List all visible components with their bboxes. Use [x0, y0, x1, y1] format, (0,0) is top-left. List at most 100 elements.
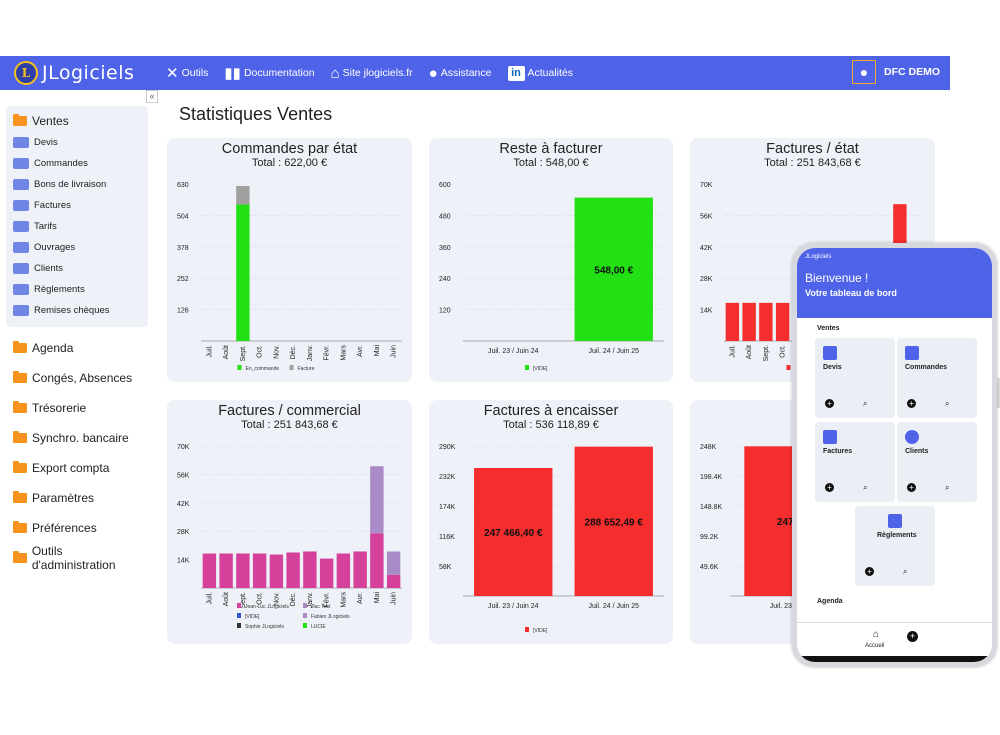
chart-svg: 290K 232K 174K 116K 58K 247 466,40 € Juil. 23 …: [439, 444, 664, 634]
folder-icon: [13, 461, 27, 473]
nav-assistance[interactable]: ● Assistance: [429, 65, 492, 82]
sidebar-item-remises-cheques[interactable]: Remises chèques: [13, 300, 142, 321]
phone-tile-devis[interactable]: Devis + ⌕: [815, 338, 895, 418]
app-logo[interactable]: L JLogiciels: [14, 61, 166, 85]
phone-section-agenda: Agenda: [817, 598, 843, 605]
x-tick-label: Juil. 24 / Juin 25: [588, 348, 639, 355]
legend-label: [VIDE]: [533, 628, 548, 634]
sidebar-item-ventes[interactable]: Ventes: [13, 110, 142, 132]
nav-site[interactable]: ⌂ Site jlogiciels.fr: [331, 65, 413, 82]
x-tick-label: Oct.: [780, 345, 787, 358]
y-tick-label: 14K: [700, 308, 713, 315]
y-tick-label: 232K: [439, 474, 456, 481]
collapse-sidebar-button[interactable]: «: [146, 90, 158, 103]
x-tick-label: Mai: [374, 345, 381, 357]
sidebar-item-conges[interactable]: Congés, Absences: [6, 363, 148, 393]
sidebar-item-preferences[interactable]: Préférences: [6, 513, 148, 543]
nav-outils[interactable]: ✕ Outils: [166, 64, 208, 82]
sidebar-item-bons-livraison[interactable]: Bons de livraison: [13, 174, 142, 195]
legend-label: Fabien JLogiciels: [311, 614, 350, 620]
sidebar-item-tresorerie[interactable]: Trésorerie: [6, 393, 148, 423]
add-icon[interactable]: +: [907, 399, 916, 408]
phone-tile-reglements[interactable]: Règlements + ⌕: [855, 506, 935, 586]
chart-card-factures-encaisser: Factures à encaisser Total : 536 118,89 …: [429, 400, 673, 644]
sidebar-item-clients[interactable]: Clients: [13, 258, 142, 279]
folder-icon: [13, 341, 27, 353]
y-tick-label: 56K: [700, 213, 713, 220]
sidebar-item-export[interactable]: Export compta: [6, 453, 148, 483]
sidebar-item-ouvrages[interactable]: Ouvrages: [13, 237, 142, 258]
search-icon[interactable]: ⌕: [863, 483, 868, 492]
x-tick-label: Août: [223, 592, 230, 606]
x-tick-label: Févr.: [324, 345, 331, 361]
ventes-menu: Ventes Devis Commandes Bons de livraison…: [6, 106, 148, 327]
bar: [319, 558, 334, 588]
legend-label: LUCIE: [311, 624, 326, 630]
nav-documentation[interactable]: ▮▮ Documentation: [224, 64, 314, 82]
x-tick-label: Mars: [340, 592, 347, 608]
sidebar-item-agenda[interactable]: Agenda: [6, 333, 148, 363]
nav-outils-label: Outils: [181, 67, 209, 79]
price-icon: [13, 221, 29, 232]
sidebar-item-outils-admin[interactable]: Outils d'administration: [6, 543, 148, 573]
sidebar-item-tarifs[interactable]: Tarifs: [13, 216, 142, 237]
y-tick-label: 14K: [177, 558, 190, 565]
sidebar-item-label: Devis: [34, 137, 58, 148]
x-tick-label: Juil.: [206, 592, 213, 605]
sidebar-item-devis[interactable]: Devis: [13, 132, 142, 153]
book-icon: ▮▮: [224, 65, 241, 82]
add-icon[interactable]: +: [825, 399, 834, 408]
phone-footer: ⌂ Accueil +: [797, 622, 992, 662]
chart-svg: 70K 56K 42K 28K 14K Juil. Août Sept. Oct. Nov. Déc…: [177, 444, 402, 630]
y-tick-label: 198.4K: [700, 474, 723, 481]
search-icon[interactable]: ⌕: [945, 483, 950, 492]
phone-screen: JLogiciels Bienvenue ! Votre tableau de …: [797, 248, 992, 662]
chart-card-commandes: Commandes par état Total : 622,00 € 630 5…: [167, 138, 412, 382]
y-tick-label: 290K: [439, 444, 456, 451]
phone-tile-commandes[interactable]: Commandes + ⌕: [897, 338, 977, 418]
sidebar-item-label: Bons de livraison: [34, 179, 107, 190]
home-icon[interactable]: ⌂: [873, 629, 880, 640]
chart-subtitle: Total : 622,00 €: [251, 157, 328, 169]
sidebar-item-factures[interactable]: Factures: [13, 195, 142, 216]
add-icon[interactable]: +: [865, 567, 874, 576]
y-tick-label: 70K: [177, 444, 190, 451]
legend-swatch: [289, 365, 294, 370]
y-tick-label: 248K: [700, 444, 717, 451]
y-tick-label: 480: [439, 213, 451, 220]
bar: [202, 553, 217, 588]
data-label: 247 466,40 €: [484, 528, 543, 539]
sidebar-item-reglements[interactable]: Règlements: [13, 279, 142, 300]
add-icon[interactable]: +: [907, 483, 916, 492]
y-tick-label: 504: [177, 213, 189, 220]
search-icon[interactable]: ⌕: [945, 399, 950, 408]
home-icon: ⌂: [330, 64, 340, 82]
sidebar-item-synchro[interactable]: Synchro. bancaire: [6, 423, 148, 453]
phone-tile-factures[interactable]: Factures + ⌕: [815, 422, 895, 502]
legend-label: Jluc Test: [311, 604, 331, 610]
bar: [474, 468, 553, 596]
x-tick-label: Janv.: [307, 345, 314, 361]
add-icon[interactable]: +: [825, 483, 834, 492]
folder-icon: [13, 551, 27, 563]
sidebar-item-label: Règlements: [34, 284, 85, 295]
nav-actualites[interactable]: in Actualités: [507, 65, 573, 81]
x-tick-label: Août: [746, 345, 753, 359]
sidebar-item-label: Tarifs: [34, 221, 57, 232]
x-tick-label: Sept.: [240, 345, 247, 361]
search-icon[interactable]: ⌕: [863, 399, 868, 408]
user-menu[interactable]: ● DFC DEMO: [852, 60, 940, 84]
sidebar-item-parametres[interactable]: Paramètres: [6, 483, 148, 513]
sidebar-item-commandes[interactable]: Commandes: [13, 153, 142, 174]
bar: [725, 302, 740, 341]
folder-icon: [13, 491, 27, 503]
tile-label: Règlements: [877, 532, 917, 539]
phone-tile-clients[interactable]: Clients + ⌕: [897, 422, 977, 502]
phone-footer-home[interactable]: Accueil: [865, 643, 885, 649]
sidebar-item-label: Congés, Absences: [32, 371, 133, 385]
sidebar-item-label: Export compta: [32, 461, 110, 475]
phone-side-button: [997, 378, 1000, 408]
search-icon[interactable]: ⌕: [903, 567, 908, 576]
nav-assistance-label: Assistance: [440, 67, 492, 79]
add-icon[interactable]: +: [907, 631, 918, 642]
